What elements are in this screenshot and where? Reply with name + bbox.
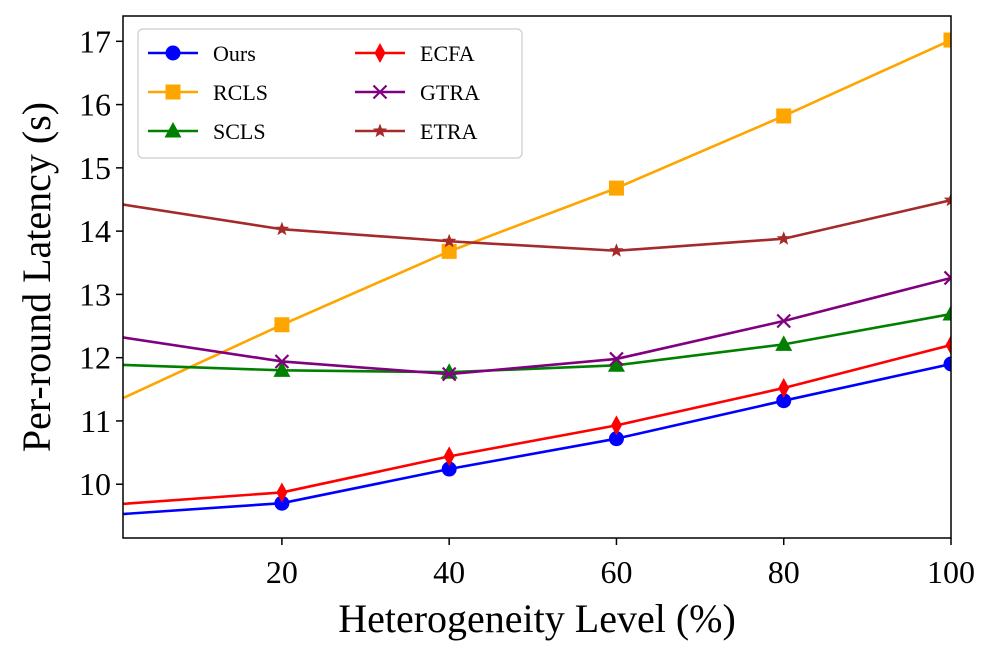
- data-point-scls: [942, 305, 951, 321]
- legend-item-gtra: GTRA: [355, 80, 480, 105]
- legend-marker-gtra: [372, 84, 388, 100]
- legend-label-gtra: GTRA: [420, 80, 480, 105]
- data-point-ours: [608, 431, 624, 447]
- x-tick-label: 100: [927, 554, 975, 590]
- data-point-etra: [943, 192, 951, 207]
- legend-marker-etra: [372, 123, 388, 138]
- data-point-etra: [776, 231, 791, 245]
- series-scls: [123, 305, 951, 379]
- legend-label-rcls: RCLS: [213, 80, 268, 105]
- legend-item-scls: SCLS: [148, 119, 266, 144]
- x-axis-title: Heterogeneity Level (%): [338, 596, 736, 641]
- legend-item-ours: Ours: [148, 41, 256, 66]
- legend-box: [137, 28, 523, 159]
- series-line-scls: [123, 312, 951, 374]
- data-point-ecfa: [443, 446, 455, 467]
- legend-item-etra: ETRA: [355, 119, 478, 144]
- y-tick-label: 17: [79, 23, 111, 59]
- y-tick-label: 12: [79, 340, 111, 376]
- data-point-rcls: [776, 108, 792, 124]
- legend-marker-ours: [165, 45, 181, 61]
- legend-marker-rcls: [165, 84, 181, 100]
- data-point-ecfa: [945, 335, 951, 356]
- data-point-scls: [775, 335, 793, 351]
- data-point-gtra: [943, 270, 951, 286]
- y-tick-label: 10: [79, 466, 111, 502]
- y-tick-label: 13: [79, 276, 111, 312]
- data-point-rcls: [608, 180, 624, 196]
- series-layer: [123, 32, 951, 516]
- legend: Ours RCLS SCLS ECFA GTRA ETRA: [137, 28, 523, 159]
- legend-label-ours: Ours: [213, 41, 256, 66]
- series-line-rcls: [123, 38, 951, 400]
- series-gtra: [123, 270, 951, 382]
- legend-label-scls: SCLS: [213, 119, 266, 144]
- data-point-ecfa: [276, 482, 288, 503]
- y-tick-label: 14: [79, 213, 111, 249]
- legend-marker-ecfa: [374, 43, 386, 63]
- legend-item-rcls: RCLS: [148, 80, 268, 105]
- x-axis: 20 40 60 80 100: [266, 538, 975, 590]
- data-point-ours: [943, 356, 951, 372]
- series-line-ecfa: [123, 343, 951, 506]
- legend-label-ecfa: ECFA: [420, 41, 475, 66]
- legend-item-ecfa: ECFA: [355, 41, 475, 66]
- data-point-rcls: [274, 317, 290, 333]
- y-axis: 10 11 12 13 14 15 16 17: [79, 23, 123, 502]
- data-point-scls: [607, 356, 625, 372]
- series-line-etra: [123, 198, 951, 253]
- data-point-gtra: [274, 354, 290, 369]
- data-point-etra: [442, 233, 457, 248]
- series-line-gtra: [123, 276, 951, 376]
- data-point-rcls: [441, 243, 457, 259]
- y-tick-label: 15: [79, 150, 111, 186]
- data-point-rcls: [943, 32, 951, 48]
- data-point-ours: [776, 393, 792, 409]
- legend-marker-scls: [164, 122, 182, 138]
- plot-frame: [122, 15, 952, 539]
- data-point-gtra: [609, 351, 624, 367]
- y-tick-label: 11: [80, 403, 111, 439]
- data-point-etra: [609, 243, 624, 257]
- legend-label-etra: ETRA: [420, 119, 478, 144]
- series-ours: [123, 356, 951, 516]
- data-point-scls: [273, 361, 291, 377]
- data-point-gtra: [776, 313, 792, 329]
- y-tick-label: 16: [79, 87, 111, 123]
- series-etra: [123, 192, 951, 257]
- x-tick-label: 60: [600, 554, 632, 590]
- series-line-ours: [123, 362, 951, 516]
- data-point-ours: [274, 495, 290, 511]
- x-tick-label: 80: [768, 554, 800, 590]
- x-tick-label: 40: [433, 554, 465, 590]
- data-point-etra: [274, 221, 290, 236]
- x-tick-label: 20: [266, 554, 298, 590]
- data-point-gtra: [441, 366, 457, 382]
- data-point-ours: [441, 461, 457, 477]
- series-rcls: [123, 32, 951, 400]
- y-axis-title: Per-round Latency (s): [14, 102, 59, 452]
- data-point-ecfa: [610, 415, 622, 436]
- data-point-ecfa: [778, 378, 790, 399]
- series-ecfa: [123, 335, 951, 506]
